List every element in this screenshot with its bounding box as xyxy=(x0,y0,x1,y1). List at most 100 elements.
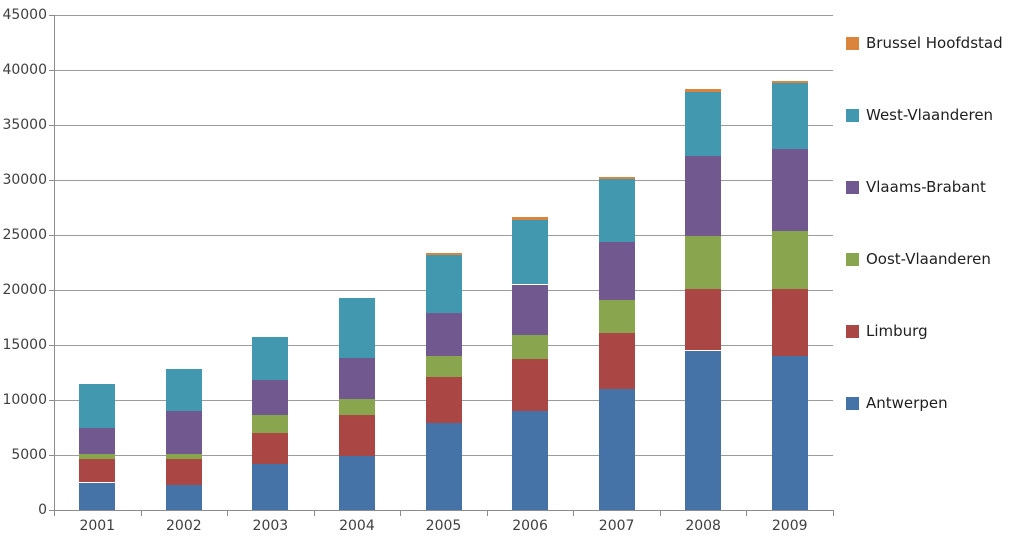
bar-segment-2002-antwerpen xyxy=(165,484,202,510)
legend-label: West-Vlaanderen xyxy=(866,106,994,124)
x-axis-label: 2002 xyxy=(166,518,202,534)
bar-segment-2005-oost-vlaanderen xyxy=(425,356,462,377)
bar-segment-2002-west-vlaanderen xyxy=(165,369,202,411)
bar-segment-2006-brussel-hoofdstad xyxy=(512,217,549,220)
y-axis-tick xyxy=(49,125,54,126)
legend-item-oost-vlaanderen: Oost-Vlaanderen xyxy=(846,249,991,269)
x-axis-label: 2004 xyxy=(339,518,375,534)
bar-segment-2009-limburg xyxy=(771,288,808,356)
bar-segment-2008-oost-vlaanderen xyxy=(685,236,722,289)
y-axis-tick xyxy=(49,455,54,456)
legend-item-antwerpen: Antwerpen xyxy=(846,393,948,413)
bar-segment-2007-antwerpen xyxy=(598,389,635,510)
bar-segment-2007-brussel-hoofdstad xyxy=(598,176,635,179)
x-axis-tick xyxy=(313,511,315,516)
bar-segment-2005-limburg xyxy=(425,376,462,424)
bar-segment-2002-vlaams-brabant xyxy=(165,411,202,454)
legend-item-vlaams-brabant: Vlaams-Brabant xyxy=(846,177,986,197)
bar-segment-2008-antwerpen xyxy=(685,350,722,510)
gridline xyxy=(54,180,833,181)
x-axis-tick xyxy=(140,511,142,516)
bar-segment-2004-limburg xyxy=(338,415,375,457)
y-axis-tick xyxy=(49,70,54,71)
y-axis-label: 45000 xyxy=(2,7,47,23)
bar-segment-2001-vlaams-brabant xyxy=(79,427,116,454)
bar-segment-2005-vlaams-brabant xyxy=(425,313,462,356)
bar-segment-2003-vlaams-brabant xyxy=(252,380,289,416)
x-axis-tick xyxy=(659,511,661,516)
legend-label: Antwerpen xyxy=(866,394,948,412)
bar-segment-2009-brussel-hoofdstad xyxy=(771,81,808,83)
y-axis-tick xyxy=(49,180,54,181)
y-axis-label: 40000 xyxy=(2,62,47,78)
x-axis-tick xyxy=(227,511,229,516)
bar-segment-2001-limburg xyxy=(79,459,116,483)
y-axis-label: 15000 xyxy=(2,337,47,353)
y-axis-label: 25000 xyxy=(2,227,47,243)
y-axis-label: 5000 xyxy=(11,447,47,463)
gridline xyxy=(54,125,833,126)
bar-segment-2002-oost-vlaanderen xyxy=(165,453,202,460)
x-axis-label: 2008 xyxy=(685,518,721,534)
bar-segment-2005-brussel-hoofdstad xyxy=(425,252,462,255)
y-axis-label: 30000 xyxy=(2,172,47,188)
y-axis-line xyxy=(54,15,55,511)
x-axis-tick xyxy=(573,511,575,516)
legend-swatch-icon xyxy=(846,36,859,50)
gridline xyxy=(54,15,833,16)
bar-segment-2001-antwerpen xyxy=(79,482,116,510)
bar-segment-2008-brussel-hoofdstad xyxy=(685,88,722,92)
gridline xyxy=(54,235,833,236)
legend-label: Limburg xyxy=(866,322,928,340)
y-axis-label: 35000 xyxy=(2,117,47,133)
bar-segment-2005-antwerpen xyxy=(425,423,462,510)
bar-segment-2006-vlaams-brabant xyxy=(512,284,549,336)
bar-segment-2009-antwerpen xyxy=(771,356,808,510)
legend-item-limburg: Limburg xyxy=(846,321,928,341)
x-axis-line xyxy=(54,510,834,511)
bar-segment-2006-oost-vlaanderen xyxy=(512,335,549,360)
y-axis-tick xyxy=(49,400,54,401)
y-axis-label: 0 xyxy=(38,502,47,518)
x-axis-tick xyxy=(746,511,748,516)
bar-segment-2003-west-vlaanderen xyxy=(252,337,289,381)
bar-segment-2006-west-vlaanderen xyxy=(512,219,549,285)
x-axis-label: 2001 xyxy=(79,518,116,534)
legend-item-west-vlaanderen: West-Vlaanderen xyxy=(846,105,993,125)
legend-swatch-icon xyxy=(846,252,859,266)
y-axis-tick xyxy=(49,290,54,291)
x-axis-tick xyxy=(833,511,834,516)
x-axis-tick xyxy=(486,511,488,516)
bar-segment-2004-antwerpen xyxy=(338,456,375,510)
bar-segment-2004-vlaams-brabant xyxy=(338,358,375,399)
bar-segment-2009-vlaams-brabant xyxy=(771,149,808,231)
legend-swatch-icon xyxy=(846,324,859,338)
legend-swatch-icon xyxy=(846,396,859,410)
y-axis-label: 10000 xyxy=(2,392,47,408)
bar-segment-2006-limburg xyxy=(512,359,549,411)
x-axis-label: 2009 xyxy=(771,518,808,534)
bar-segment-2002-limburg xyxy=(165,459,202,485)
legend-item-brussel-hoofdstad: Brussel Hoofdstad xyxy=(846,33,1003,53)
bar-segment-2004-oost-vlaanderen xyxy=(338,398,375,416)
bar-segment-2007-west-vlaanderen xyxy=(598,178,635,242)
legend-swatch-icon xyxy=(846,108,859,122)
bar-segment-2009-west-vlaanderen xyxy=(771,82,808,150)
bar-segment-2001-west-vlaanderen xyxy=(79,383,116,428)
legend-label: Vlaams-Brabant xyxy=(866,178,986,196)
x-axis-tick xyxy=(400,511,402,516)
bar-segment-2004-west-vlaanderen xyxy=(338,297,375,359)
bar-segment-2008-vlaams-brabant xyxy=(685,155,722,237)
legend-label: Brussel Hoofdstad xyxy=(866,34,1003,52)
bar-segment-2003-antwerpen xyxy=(252,463,289,510)
x-axis-label: 2007 xyxy=(598,518,635,534)
y-axis-tick xyxy=(49,235,54,236)
bar-segment-2001-oost-vlaanderen xyxy=(79,453,116,460)
bar-segment-2003-oost-vlaanderen xyxy=(252,415,289,433)
gridline xyxy=(54,70,833,71)
bar-segment-2007-oost-vlaanderen xyxy=(598,299,635,333)
bar-segment-2008-limburg xyxy=(685,288,722,351)
x-axis-tick xyxy=(54,511,55,516)
legend-swatch-icon xyxy=(846,180,859,194)
y-axis-label: 20000 xyxy=(2,282,47,298)
